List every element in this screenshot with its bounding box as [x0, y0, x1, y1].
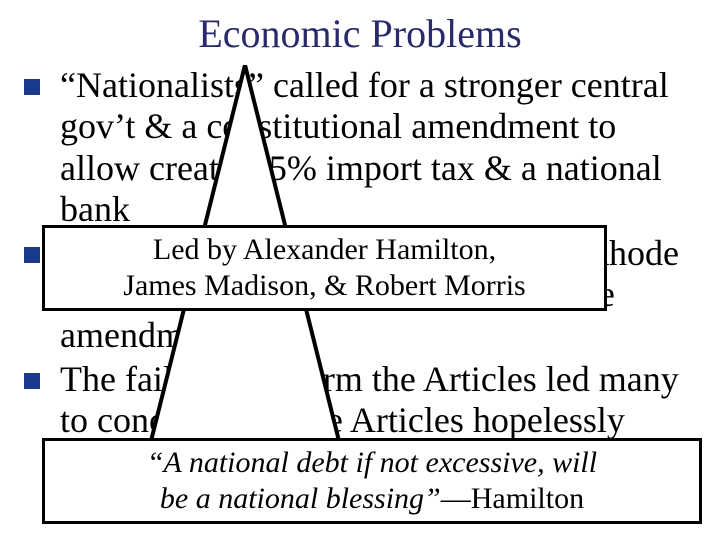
callout-1-line-1: Led by Alexander Hamilton, — [53, 232, 596, 268]
callout-1-line-2: James Madison, & Robert Morris — [53, 268, 596, 304]
bullet-marker-icon — [24, 79, 40, 95]
callout-2-line-1: “A national debt if not excessive, will — [53, 445, 691, 481]
bullet-marker-icon — [24, 373, 40, 389]
callout-2-line-2: be a national blessing”—Hamilton — [53, 481, 691, 517]
slide: Economic Problems “Nationalists” called … — [0, 0, 720, 540]
callout-2-line-2-italic: be a national blessing” — [160, 482, 441, 515]
bullet-text-1: “Nationalists” called for a stronger cen… — [60, 65, 669, 229]
slide-title: Economic Problems — [0, 10, 720, 57]
callout-2-line-2-tail: —Hamilton — [441, 482, 584, 515]
bullet-marker-icon — [24, 247, 40, 263]
callout-box-1: Led by Alexander Hamilton, James Madison… — [42, 225, 607, 311]
callout-box-2: “A national debt if not excessive, will … — [42, 438, 702, 524]
bullet-item-1: “Nationalists” called for a stronger cen… — [60, 65, 700, 231]
